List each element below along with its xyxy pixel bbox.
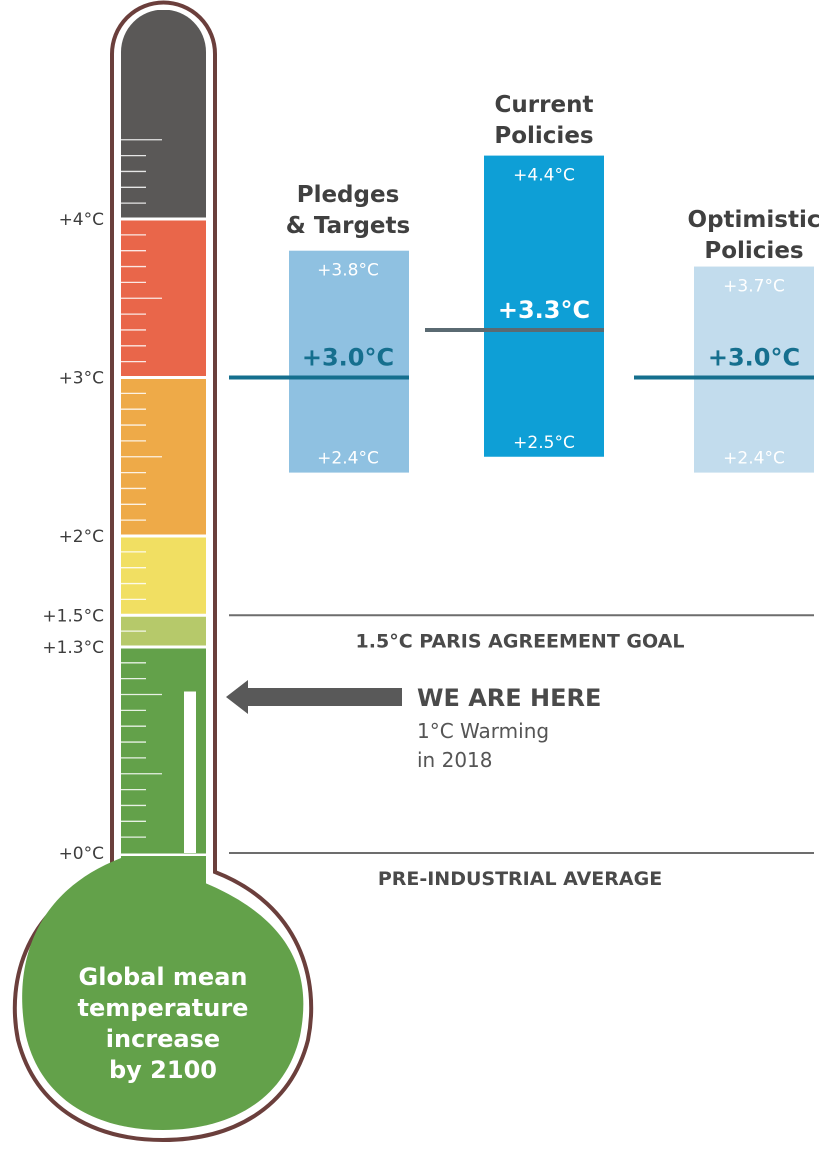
bulb-caption-line: Global mean: [79, 963, 248, 991]
we-are-here-arrow: [226, 680, 402, 714]
scenario-low-label: +2.5°C: [513, 433, 575, 453]
scenario-central-label: +3.0°C: [708, 344, 800, 372]
temperature-band: [121, 10, 206, 219]
scenario-range-box: [289, 250, 409, 473]
scenario-1: Current Policies +4.4°C +3.3°C +2.5°C: [425, 92, 604, 457]
bulb-caption-line: by 2100: [109, 1056, 217, 1084]
axis-tick-label: +3°C: [59, 369, 104, 389]
scenario-name: Policies: [494, 123, 593, 149]
axis-tick-label: +0°C: [59, 844, 104, 864]
scenario-2: Optimistic Policies +3.7°C +3.0°C +2.4°C: [634, 207, 820, 473]
thermometer-neck: [121, 856, 206, 886]
scenario-high-label: +4.4°C: [513, 166, 575, 186]
scenario-name: Pledges: [297, 182, 400, 208]
scenario-high-label: +3.8°C: [317, 261, 379, 281]
thermometer-bulb: [22, 858, 304, 1130]
scenario-range-box: [484, 155, 604, 457]
bulb-caption-line: increase: [106, 1025, 220, 1053]
scenario-central-label: +3.3°C: [498, 296, 590, 324]
reference-line-label: PRE-INDUSTRIAL AVERAGE: [378, 868, 662, 890]
we-are-here-subtitle: 1°C Warming: [417, 719, 549, 743]
scenario-name: Current: [495, 92, 594, 118]
scenario-name: Optimistic: [688, 207, 821, 233]
scenario-range-box: [694, 266, 814, 473]
scenario-name: Policies: [704, 238, 803, 264]
bulb-caption-line: temperature: [78, 994, 249, 1022]
scenario-name: & Targets: [286, 213, 410, 239]
current-level-column: [184, 691, 196, 853]
axis-tick-label: +4°C: [59, 210, 104, 230]
axis-tick-label: +1.3°C: [42, 638, 104, 658]
axis-tick-label: +2°C: [59, 527, 104, 547]
scenario-low-label: +2.4°C: [317, 449, 379, 469]
we-are-here-title: WE ARE HERE: [417, 684, 601, 712]
reference-line-label: 1.5°C PARIS AGREEMENT GOAL: [356, 630, 685, 652]
scenario-low-label: +2.4°C: [723, 449, 785, 469]
scenario-0: Pledges & Targets +3.8°C +3.0°C +2.4°C: [229, 182, 410, 473]
scenario-high-label: +3.7°C: [723, 277, 785, 297]
we-are-here-subtitle: in 2018: [417, 748, 493, 772]
temperature-band: [121, 536, 206, 616]
axis-tick-label: +1.5°C: [42, 606, 104, 626]
scenario-central-label: +3.0°C: [302, 344, 394, 372]
